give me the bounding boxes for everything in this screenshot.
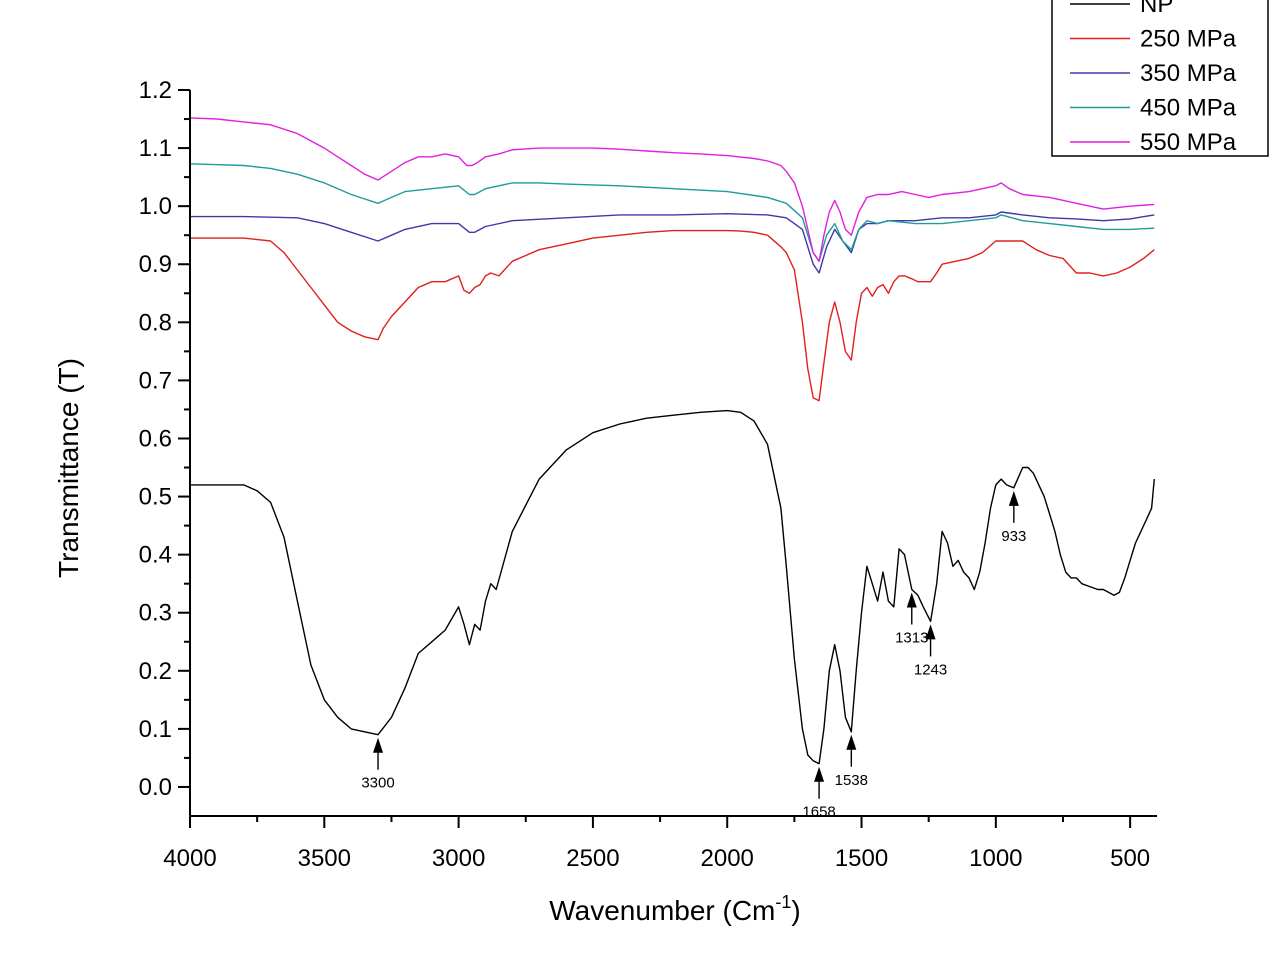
series-line-np xyxy=(190,409,1155,765)
y-tick-label: 0.8 xyxy=(139,309,172,336)
legend-label: 450 MPa xyxy=(1140,95,1237,122)
x-tick-label: 3000 xyxy=(432,845,485,872)
series-line-250-mpa xyxy=(190,229,1155,402)
y-tick-label: 0.0 xyxy=(139,774,172,801)
y-tick-label: 0.5 xyxy=(139,484,172,511)
x-tick-label: 3500 xyxy=(298,845,351,872)
legend-label: 250 MPa xyxy=(1140,26,1237,53)
annotation-label: 1658 xyxy=(802,804,835,821)
legend-box xyxy=(1051,0,1269,157)
x-tick-label: 2000 xyxy=(701,845,754,872)
legend-label: NP xyxy=(1140,0,1173,18)
axes: 0.0 0.1 0.2 0.3 0.4 0.5 0.6 0.7 0.8 0.9 1.0 1.1 1.2 4… xyxy=(139,77,1157,872)
legend-label: 350 MPa xyxy=(1140,60,1237,87)
x-tick-label: 2500 xyxy=(566,845,619,872)
annotation-arrow-head xyxy=(373,737,384,753)
y-tick-label: 0.2 xyxy=(139,658,172,685)
legend: NP 250 MPa 350 MPa 450 MPa 550 MPa xyxy=(1051,0,1269,157)
y-tick-label: 0.9 xyxy=(139,251,172,278)
x-axis-title-sup: -1 xyxy=(775,892,791,912)
y-axis-title: Transmittance (T) xyxy=(53,358,84,578)
y-tick-label: 1.0 xyxy=(139,193,172,220)
x-tick-label: 4000 xyxy=(163,845,216,872)
y-tick-label: 1.2 xyxy=(139,77,172,104)
annotation-label: 3300 xyxy=(361,775,394,792)
y-tick-label: 0.7 xyxy=(139,367,172,394)
annotation-label: 1538 xyxy=(835,772,868,789)
y-tick-label: 1.1 xyxy=(139,135,172,162)
y-tick-label: 0.3 xyxy=(139,600,172,627)
legend-items: NP 250 MPa 350 MPa 450 MPa 550 MPa xyxy=(1070,0,1237,156)
annotation-label: 1313 xyxy=(895,629,928,646)
legend-label: 550 MPa xyxy=(1140,129,1237,156)
y-tick-label: 0.4 xyxy=(139,542,172,569)
annotation-label: 1243 xyxy=(914,661,947,678)
annotation-arrow-head xyxy=(1008,490,1019,506)
y-tick-label: 0.6 xyxy=(139,425,172,452)
x-tick-label: 1500 xyxy=(835,845,888,872)
x-axis-title-tail: ) xyxy=(791,895,800,926)
x-tick-label: 1000 xyxy=(969,845,1022,872)
annotation-arrow-head xyxy=(906,592,917,608)
annotation-arrow-head xyxy=(814,766,825,782)
x-tick-label: 500 xyxy=(1110,845,1150,872)
series-line-350-mpa xyxy=(190,211,1155,274)
annotation-label: 933 xyxy=(1001,528,1026,545)
annotation-arrow-head xyxy=(846,734,857,750)
annotation-arrow-head xyxy=(925,624,936,640)
y-tick-label: 0.1 xyxy=(139,716,172,743)
x-axis-title: Wavenumber (Cm-1) xyxy=(549,892,800,926)
series-line-450-mpa xyxy=(189,163,1155,262)
plot-area xyxy=(189,117,1155,765)
series-line-550-mpa xyxy=(189,117,1155,262)
x-axis-title-main: Wavenumber (Cm xyxy=(549,895,775,926)
